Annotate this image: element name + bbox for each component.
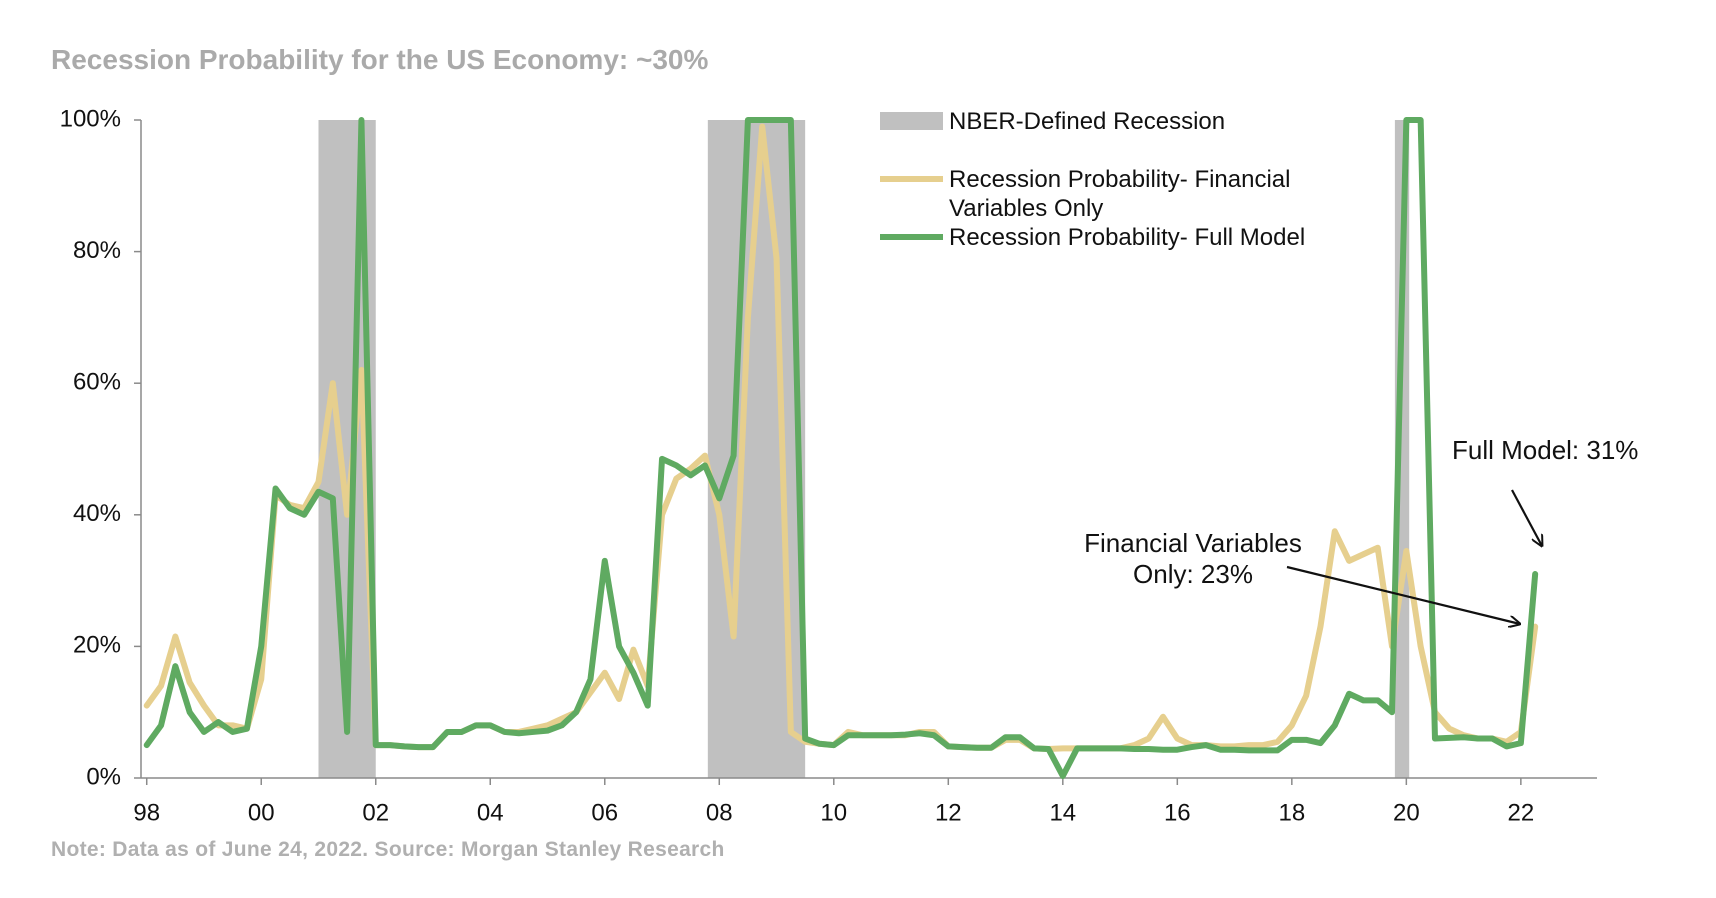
annotation-arrow (1511, 489, 1542, 546)
annotation: Financial Variables Only: 23% (1084, 528, 1302, 589)
y-tick-label: 60% (73, 369, 121, 396)
x-tick-label: 10 (820, 799, 847, 826)
y-tick-label: 40% (73, 500, 121, 527)
chart-note: Note: Data as of June 24, 2022. Source: … (51, 838, 725, 861)
x-tick-label: 14 (1049, 799, 1076, 826)
annotation-arrow (1286, 565, 1520, 624)
y-tick-label: 80% (73, 237, 121, 264)
x-tick-label: 00 (248, 799, 275, 826)
legend-label: NBER-Defined Recession (949, 108, 1226, 135)
x-tick-label: 18 (1278, 799, 1305, 826)
x-tick-label: 08 (706, 799, 733, 826)
x-tick-label: 16 (1164, 799, 1191, 826)
data-line (143, 117, 1539, 780)
legend-label: Recession Probability- Financial Variabl… (949, 166, 1291, 222)
legend-label: Recession Probability- Full Model (949, 224, 1306, 251)
x-tick-label: 12 (935, 799, 962, 826)
x-tick-label: 22 (1507, 799, 1534, 826)
y-tick-label: 100% (60, 105, 121, 132)
chart-title: Recession Probability for the US Economy… (51, 44, 709, 75)
x-tick-label: 98 (133, 799, 160, 826)
x-tick-label: 20 (1393, 799, 1420, 826)
x-tick-label: 04 (477, 799, 504, 826)
annotation: Full Model: 31% (1452, 435, 1639, 465)
y-tick-label: 0% (86, 763, 121, 790)
x-tick-label: 06 (591, 799, 618, 826)
x-tick-label: 02 (362, 799, 389, 826)
legend-swatch (880, 112, 943, 130)
y-tick-label: 20% (73, 632, 121, 659)
